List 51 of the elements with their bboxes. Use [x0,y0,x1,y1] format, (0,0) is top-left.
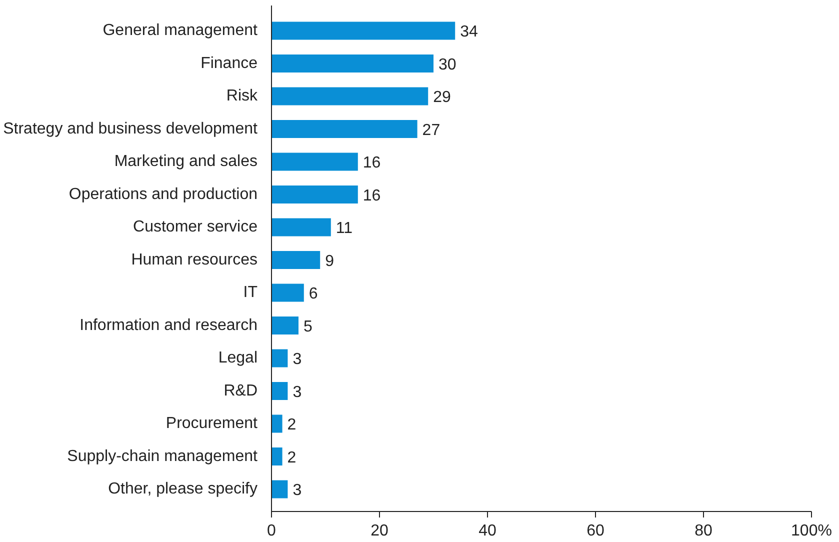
data-label: 34 [460,24,478,41]
bar [272,120,418,138]
bar [272,87,428,106]
bar [272,250,320,269]
x-tick-label: 80 [694,522,712,540]
data-label: 29 [433,89,451,106]
y-tick-label: Procurement [166,415,258,432]
x-tick-label: 0 [267,522,276,540]
bar [272,480,288,498]
bar [272,152,358,171]
y-tick-label: Finance [200,54,258,72]
bar [272,54,434,72]
bar [272,414,282,433]
data-label: 6 [308,286,318,303]
data-label: 30 [438,56,456,74]
x-tick-label: 100% [791,522,832,540]
data-label: 27 [422,122,440,139]
y-tick-label: Other, please specify [108,480,258,498]
y-tick-label: General management [102,22,258,40]
y-tick-label: Information and research [80,316,258,334]
x-tick-label: 60 [586,522,604,540]
data-label: 11 [336,220,353,238]
bar [272,284,304,302]
y-tick-label: Supply-chain management [67,448,258,465]
data-label: 3 [292,351,302,368]
data-label: 3 [292,482,302,500]
x-tick-label: 20 [370,522,388,540]
bar [272,447,282,466]
y-tick-label: Legal [218,350,258,367]
bar [272,218,331,236]
y-tick-label: Strategy and business development [3,120,258,138]
y-tick-label: Operations and production [68,186,258,203]
bar [272,382,288,400]
y-tick-label: Customer service [133,218,258,236]
bar [272,349,288,368]
y-tick-label: IT [243,284,258,302]
data-label: 16 [362,187,381,204]
data-label: 2 [287,449,296,466]
data-label: 9 [325,252,334,270]
y-tick-label: Marketing and sales [114,153,258,170]
data-label: 3 [292,384,302,401]
y-tick-label: R&D [224,382,258,400]
y-tick-label: Risk [226,88,258,105]
bar [272,316,298,334]
data-label: 2 [287,416,296,434]
data-label: 5 [304,318,312,336]
bar [272,22,456,40]
x-tick-label: 40 [478,522,496,540]
data-label: 16 [362,154,381,172]
bar [272,185,358,204]
y-tick-label: Human resources [131,251,258,268]
